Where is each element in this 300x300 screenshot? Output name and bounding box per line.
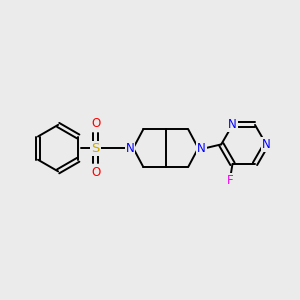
Text: N: N <box>262 138 271 151</box>
Text: N: N <box>197 142 206 154</box>
Text: N: N <box>126 142 134 154</box>
Text: O: O <box>91 117 100 130</box>
Text: S: S <box>92 142 100 154</box>
Text: N: N <box>228 118 237 131</box>
Text: O: O <box>91 167 100 179</box>
Text: F: F <box>227 174 234 187</box>
